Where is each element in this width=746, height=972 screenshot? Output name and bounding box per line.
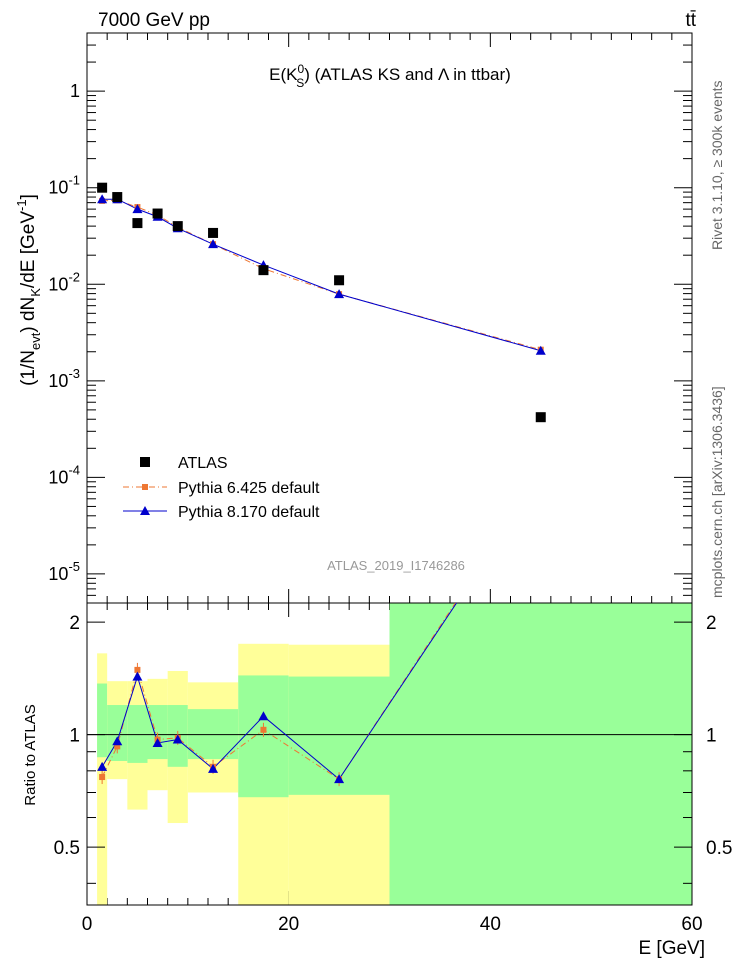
atlas-point [152,208,163,219]
legend-pythia6-marker [142,484,148,490]
analysis-id: ATLAS_2019_I1746286 [327,558,465,573]
pythia8-line [102,198,541,352]
plot-title: E(K0 S) (ATLAS KS and Λ in ttbar) [269,62,511,90]
ratio-pythia8-point [334,774,345,784]
ratio-inner-band [127,705,148,763]
ratio-y-tick-label-right: 0.5 [706,838,732,859]
legend-label: Pythia 8.170 default [178,504,320,521]
atlas-point [172,221,183,232]
ratio-inner-band [187,709,239,760]
ratio-y-tick-label-right: 1 [706,726,717,747]
y-tick-label: 10-2 [48,269,80,294]
atlas-point [334,275,345,286]
y-tick-label: 1 [70,81,80,101]
legend-pythia8-marker [140,506,150,515]
pythia8-point [208,239,219,249]
main-plot-panel: 1 10-1 10-2 10-3 10-4 10-5 [48,32,693,905]
atlas-point [535,412,546,423]
pythia8-point [97,194,108,204]
ratio-frame [86,602,693,906]
rivet-label: Rivet 3.1.10, ≥ 300k events [709,80,725,250]
atlas-point [97,182,108,193]
ratio-pythia8-point [112,736,123,746]
ratio-pythia8-point [172,734,183,744]
ratio-inner-band [147,705,168,760]
ratio-y-tick-label-right: 2 [706,613,717,634]
y-tick-label: 10-4 [48,462,80,487]
atlas-point [258,265,269,276]
y-tick-label: 10-1 [48,173,80,198]
ratio-inner-band [107,705,128,761]
energy-label: 7000 GeV pp [98,10,210,31]
main-ylabel: (1/Nevt) dNK/dE [GeV-1] [14,194,43,386]
ratio-pythia8-point [132,671,143,681]
pythia8-point [132,204,143,214]
legend-atlas-marker [140,457,150,467]
x-tick-label: 60 [681,914,702,935]
legend: ATLAS Pythia 6.425 default Pythia 8.170 de… [123,455,320,521]
pythia8-point [535,345,546,355]
x-tick-label: 40 [480,914,501,935]
ratio-pythia6-point [538,470,544,476]
ratio-pythia6-point [260,726,267,733]
ratio-plot-panel: 0 20 40 60 0.5 0.5 1 1 2 2 [54,470,732,935]
ratio-y-tick-label: 2 [69,613,80,634]
y-tick-label: 10-5 [48,559,80,584]
ratio-pythia6-point [114,743,121,750]
xlabel: E [GeV] [638,938,705,959]
ratio-y-tick-label: 0.5 [54,838,80,859]
ratio-pythia6-point [99,774,106,781]
ratio-pythia8-point [97,761,108,771]
ratio-pythia6-point [134,666,141,673]
x-tick-label: 0 [82,914,93,935]
ratio-pythia8-point [536,472,546,481]
ratio-pythia8-point [258,711,269,721]
y-tick-label: 10-3 [48,366,80,391]
x-tick-label: 20 [278,914,299,935]
mcplots-label: mcplots.cern.ch [arXiv:1306.3436] [709,386,725,598]
process-label: tt̄ [685,10,696,31]
ratio-inner-band [97,683,108,758]
ratio-series-group [97,470,546,787]
ratio-inner-band [389,603,692,905]
atlas-point [208,227,219,238]
atlas-point [132,218,143,229]
ratio-pythia8-point [208,763,219,773]
atlas-point [112,192,123,203]
legend-label: Pythia 6.425 default [178,480,320,497]
ratio-y-tick-label: 1 [69,726,80,747]
pythia8-point [334,289,345,299]
ratio-pythia8-point [152,737,163,747]
ratio-ylabel: Ratio to ATLAS [22,704,39,805]
legend-label: ATLAS [178,455,228,472]
